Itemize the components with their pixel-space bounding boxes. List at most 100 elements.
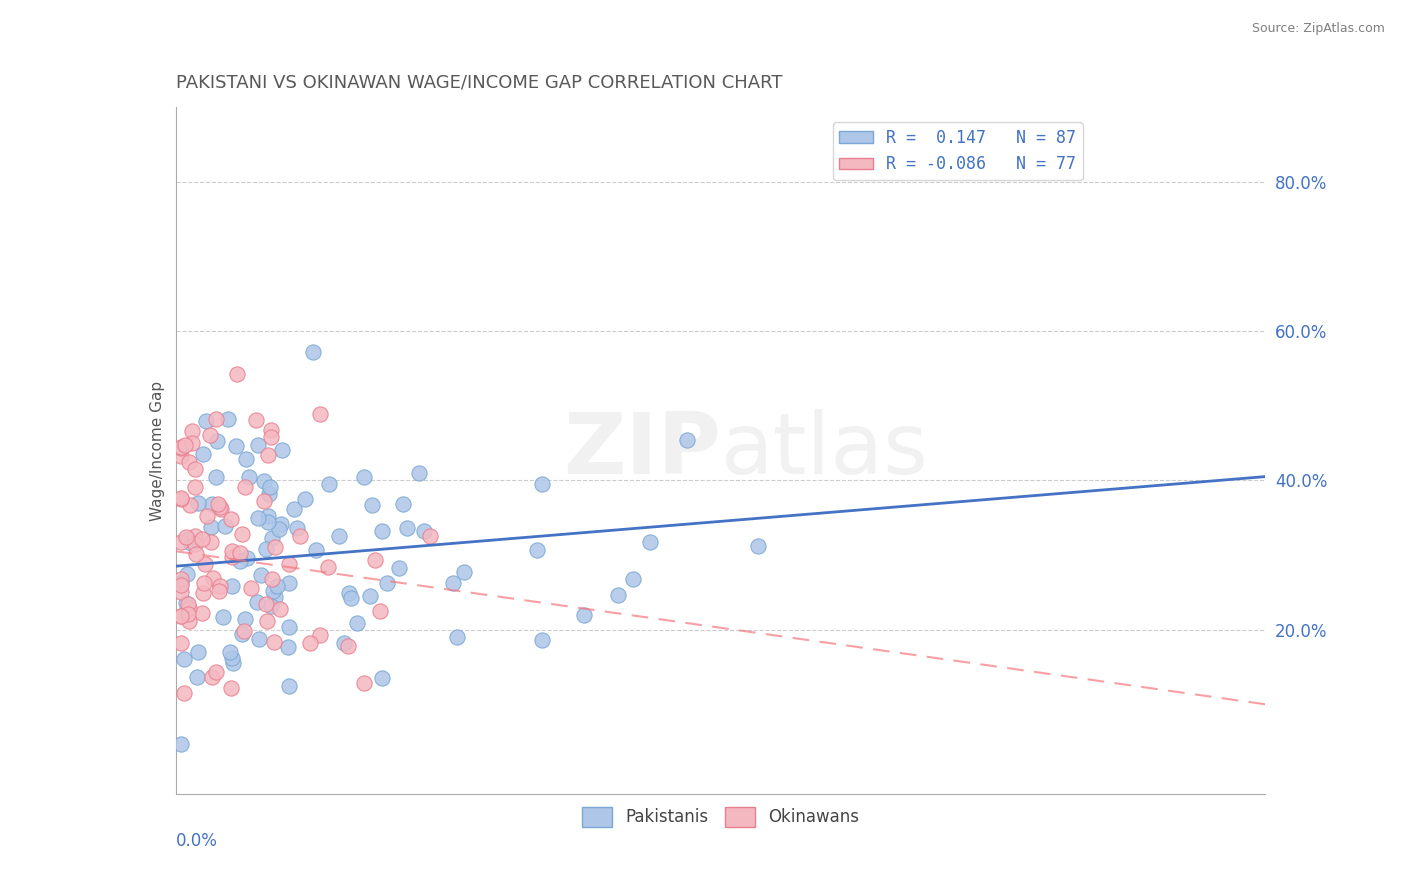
Point (277, 640, 299, 654)
Point (221, 550, 243, 565)
Point (259, 599, 281, 613)
Point (283, 502, 305, 516)
Point (235, 452, 257, 467)
Legend: Pakistanis, Okinawans: Pakistanis, Okinawans (575, 800, 866, 834)
Point (377, 576, 399, 591)
Point (179, 614, 201, 628)
Y-axis label: Wage/Income Gap: Wage/Income Gap (149, 380, 165, 521)
Text: 0.0%: 0.0% (176, 831, 218, 850)
Point (208, 584, 231, 599)
Point (246, 438, 269, 452)
Point (222, 657, 245, 671)
Point (259, 481, 281, 495)
Point (174, 438, 197, 452)
Point (170, 578, 193, 592)
Point (170, 636, 193, 650)
Point (190, 532, 212, 546)
Point (260, 423, 283, 437)
Point (262, 583, 284, 598)
Point (170, 492, 193, 507)
Point (177, 601, 200, 615)
Point (170, 573, 193, 587)
Point (249, 568, 271, 582)
Point (208, 579, 231, 593)
Point (204, 469, 226, 483)
Point (236, 550, 259, 565)
Point (221, 544, 243, 558)
Point (388, 560, 411, 574)
Point (531, 632, 554, 647)
Point (676, 433, 699, 447)
Point (607, 588, 630, 602)
Point (170, 576, 193, 591)
Point (260, 430, 283, 444)
Point (337, 586, 360, 600)
Point (256, 615, 278, 629)
Point (277, 575, 299, 590)
Point (270, 516, 292, 531)
Point (173, 652, 195, 666)
Point (221, 651, 243, 665)
Point (419, 529, 441, 543)
Point (180, 424, 202, 438)
Point (190, 606, 212, 620)
Point (170, 449, 193, 463)
Text: PAKISTANI VS OKINAWAN WAGE/INCOME GAP CORRELATION CHART: PAKISTANI VS OKINAWAN WAGE/INCOME GAP CO… (176, 74, 782, 92)
Point (195, 414, 218, 428)
Point (318, 477, 340, 491)
Point (201, 570, 224, 584)
Point (408, 466, 430, 480)
Point (256, 509, 278, 524)
Point (205, 434, 228, 449)
Point (221, 512, 243, 526)
Point (263, 590, 285, 604)
Point (177, 532, 200, 546)
Point (180, 535, 202, 549)
Point (225, 367, 247, 381)
Point (200, 520, 222, 534)
Point (212, 610, 235, 624)
Point (219, 645, 242, 659)
Text: atlas: atlas (721, 409, 928, 492)
Point (269, 601, 291, 615)
Point (170, 491, 193, 505)
Point (395, 521, 418, 535)
Point (170, 535, 193, 549)
Point (290, 529, 312, 543)
Point (301, 345, 323, 359)
Point (256, 515, 278, 529)
Point (263, 634, 285, 648)
Point (233, 624, 256, 639)
Point (183, 480, 205, 494)
Point (353, 675, 375, 690)
Point (187, 645, 209, 659)
Point (266, 579, 288, 593)
Point (263, 540, 285, 554)
Point (267, 522, 290, 536)
Point (294, 491, 316, 506)
Text: ZIP: ZIP (562, 409, 721, 492)
Point (195, 509, 218, 524)
Point (229, 547, 252, 561)
Point (177, 607, 200, 622)
Point (170, 608, 193, 623)
Point (254, 541, 277, 556)
Point (201, 670, 224, 684)
Point (371, 671, 394, 685)
Point (441, 576, 464, 591)
Point (193, 447, 215, 461)
Point (363, 553, 385, 567)
Point (184, 462, 207, 476)
Point (572, 608, 595, 623)
Point (278, 557, 301, 571)
Point (170, 442, 193, 456)
Point (238, 470, 260, 484)
Point (170, 584, 193, 599)
Point (346, 615, 368, 630)
Point (254, 597, 277, 611)
Point (308, 627, 330, 641)
Point (368, 604, 391, 618)
Point (285, 521, 308, 535)
Point (233, 611, 256, 625)
Point (173, 686, 195, 700)
